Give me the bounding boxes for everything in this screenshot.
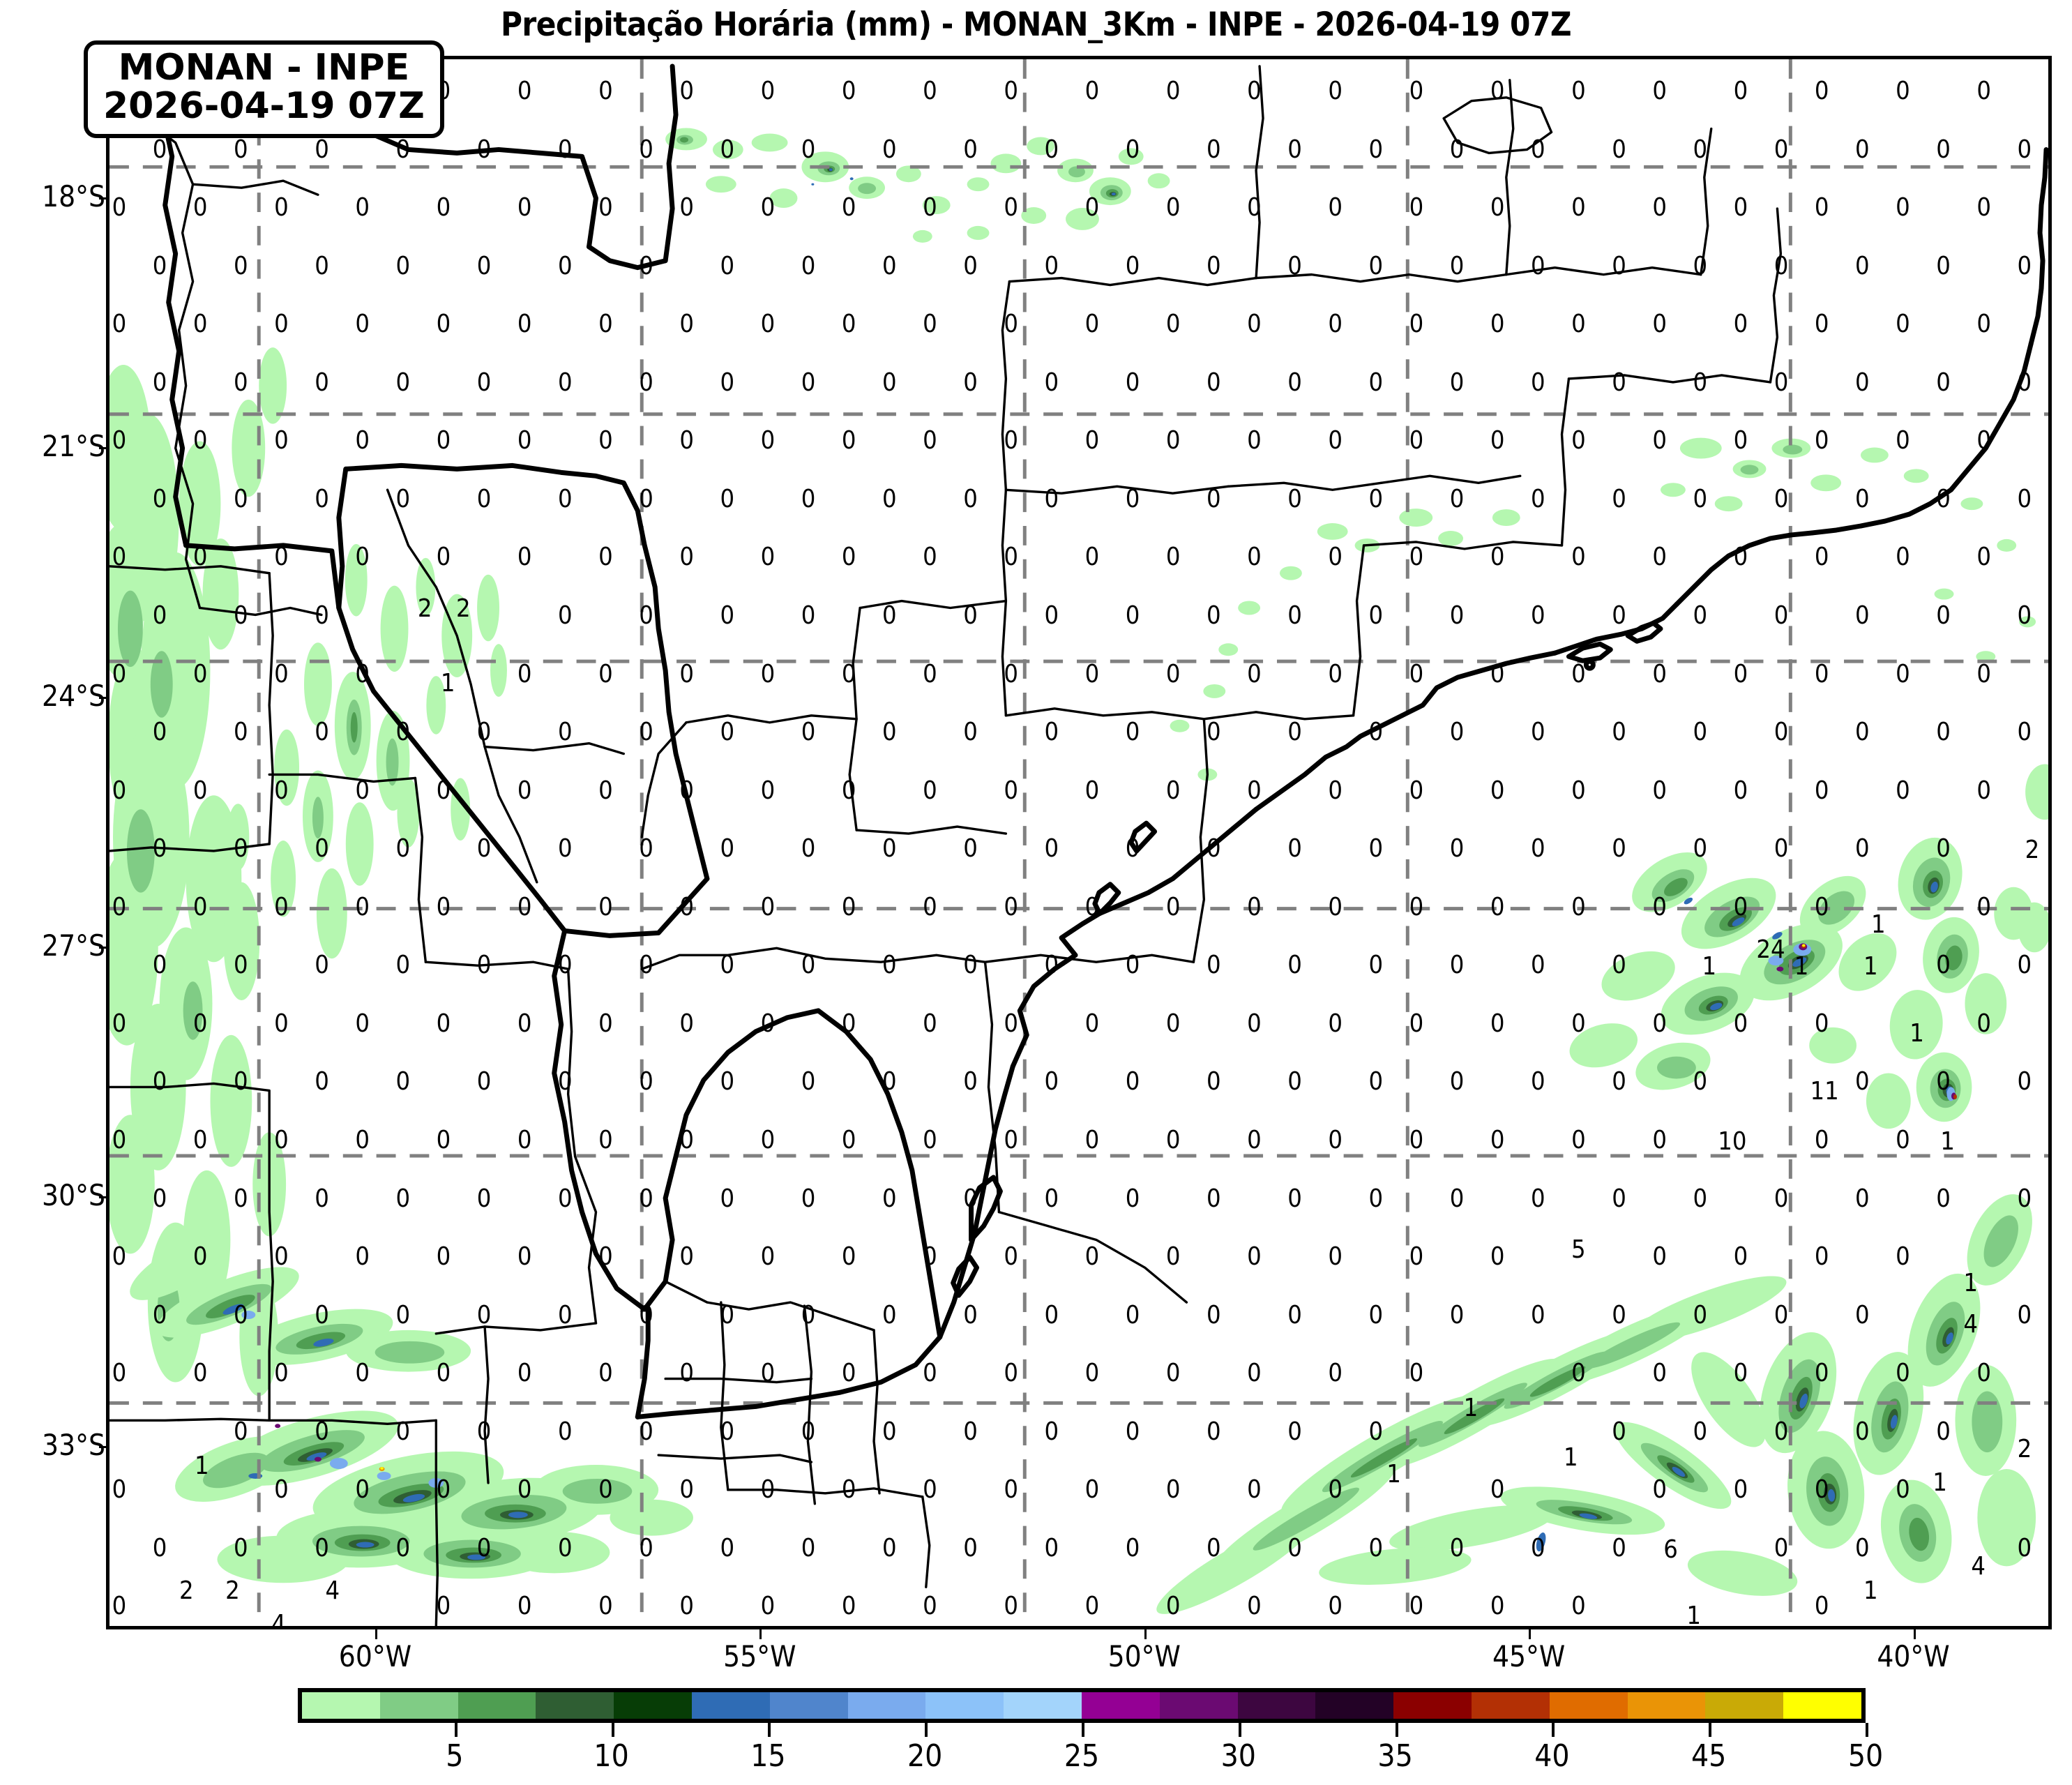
colorbar-tick-label: 30	[1220, 1738, 1256, 1774]
lat-lon-gridlines	[109, 59, 2048, 1626]
annotation-line-2: 2026-04-19 07Z	[103, 85, 425, 128]
colorbar[interactable]	[298, 1688, 1866, 1723]
annotation-line-1: MONAN - INPE	[118, 47, 410, 89]
colorbar-segment	[536, 1692, 614, 1719]
colorbar-tick-label: 45	[1691, 1738, 1727, 1774]
x-axis-tick-mark	[1913, 1629, 1916, 1639]
colorbar-segment	[1237, 1692, 1316, 1719]
colorbar-tick-mark	[611, 1723, 614, 1737]
colorbar-segment	[302, 1692, 380, 1719]
state-boundaries	[109, 65, 1783, 1626]
x-axis-tick-label: 55°W	[723, 1639, 796, 1673]
colorbar-segment	[1627, 1692, 1706, 1719]
colorbar-tick-label: 10	[593, 1738, 629, 1774]
x-axis-tick-label: 45°W	[1492, 1639, 1566, 1673]
colorbar-tick-mark	[768, 1723, 771, 1737]
colorbar-segment	[1705, 1692, 1784, 1719]
colorbar-segment	[925, 1692, 1004, 1719]
colorbar-tick-mark	[1866, 1723, 1868, 1737]
map-svg	[109, 59, 2048, 1626]
x-axis-tick-mark	[759, 1629, 762, 1639]
y-axis-tick-label: 33°S	[42, 1428, 105, 1463]
y-axis-tick-mark	[99, 1446, 109, 1449]
colorbar-segment	[1081, 1692, 1160, 1719]
colorbar-segment	[1549, 1692, 1628, 1719]
x-axis-tick-mark	[375, 1629, 377, 1639]
colorbar-tick-label: 35	[1377, 1738, 1413, 1774]
x-axis-tick-label: 50°W	[1107, 1639, 1181, 1673]
map-plot-area: 24 11 10 6 5 4 4 4 4 2 2 2 2 2 2 1 1 1 1 1 1 1 1 1 1 1 1 1 1 1 0 0 0 0 0 0 0…	[106, 56, 2052, 1629]
colorbar-segment	[1393, 1692, 1472, 1719]
colorbar-tick-mark	[454, 1723, 457, 1737]
y-axis-tick-mark	[99, 1196, 109, 1199]
y-axis-tick-mark	[99, 447, 109, 450]
colorbar-segment	[1004, 1692, 1082, 1719]
x-axis-tick-label: 60°W	[338, 1639, 412, 1673]
x-axis-tick-mark	[1144, 1629, 1147, 1639]
colorbar-segment	[457, 1692, 536, 1719]
y-axis-tick-label: 24°S	[42, 679, 105, 714]
page-title: Precipitação Horária (mm) - MONAN_3Km - …	[500, 6, 1572, 44]
colorbar-segment	[379, 1692, 458, 1719]
model-annotation-box: MONAN - INPE 2026-04-19 07Z	[84, 40, 444, 139]
colorbar-segment	[1471, 1692, 1550, 1719]
colorbar-tick-mark	[1082, 1723, 1084, 1737]
colorbar-segment	[769, 1692, 848, 1719]
colorbar-tick-mark	[1238, 1723, 1241, 1737]
colorbar-tick-mark	[1709, 1723, 1712, 1737]
coastline-and-country-borders	[159, 59, 2048, 1419]
colorbar-segment	[691, 1692, 770, 1719]
colorbar-segment	[1783, 1692, 1861, 1719]
y-axis-tick-label: 27°S	[42, 928, 105, 963]
colorbar-tick-label: 20	[907, 1738, 943, 1774]
precipitation-shading	[109, 128, 2048, 1614]
colorbar-segment	[1159, 1692, 1238, 1719]
colorbar-segment	[614, 1692, 692, 1719]
colorbar-tick-label: 40	[1534, 1738, 1570, 1774]
colorbar-tick-label: 5	[446, 1738, 464, 1774]
y-axis-tick-label: 21°S	[42, 429, 105, 464]
colorbar-segment	[847, 1692, 926, 1719]
colorbar-tick-mark	[1552, 1723, 1555, 1737]
y-axis-tick-label: 18°S	[42, 179, 105, 213]
colorbar-tick-label: 50	[1847, 1738, 1884, 1774]
colorbar-tick-mark	[925, 1723, 928, 1737]
colorbar-segment	[1315, 1692, 1394, 1719]
y-axis-tick-mark	[99, 697, 109, 700]
y-axis-tick-label: 30°S	[42, 1178, 105, 1213]
colorbar-tick-mark	[1395, 1723, 1398, 1737]
x-axis-tick-mark	[1529, 1629, 1532, 1639]
y-axis-tick-mark	[99, 197, 109, 199]
colorbar-tick-label: 25	[1064, 1738, 1100, 1774]
map-canvas: 24 11 10 6 5 4 4 4 4 2 2 2 2 2 2 1 1 1 1 1 1 1 1 1 1 1 1 1 1 1 0 0 0 0 0 0 0…	[109, 59, 2048, 1626]
x-axis-tick-label: 40°W	[1877, 1639, 1950, 1673]
y-axis-tick-mark	[99, 947, 109, 949]
colorbar-tick-label: 15	[750, 1738, 786, 1774]
